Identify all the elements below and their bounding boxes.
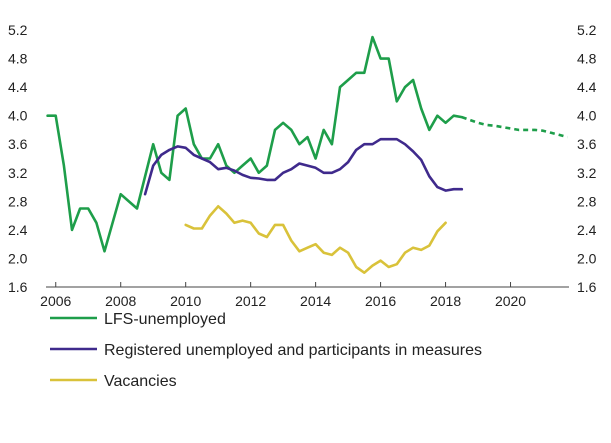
x-tick-label: 2018: [430, 293, 461, 309]
series-line-0: [46, 35, 464, 253]
y-tick-label-left: 2.0: [8, 250, 28, 266]
y-tick-label-left: 3.2: [8, 165, 28, 181]
y-tick-label-right: 4.4: [577, 79, 597, 95]
x-axis-ticks: 2006 2008 2010 2012 2014 2016 2018 2020: [40, 282, 526, 309]
series-layer: [46, 35, 568, 275]
plot-area: 1.6 2.0 2.4 2.8 3.2 3.6 4.0 4.4 4.8 5.2 1.6 2.0 2.4…: [8, 22, 597, 309]
series-line-3: [184, 205, 447, 275]
series-line-1: [461, 115, 568, 139]
y-tick-label-right: 1.6: [577, 279, 597, 295]
y-tick-label-left: 4.8: [8, 51, 28, 67]
y-tick-label-right: 2.0: [577, 250, 597, 266]
x-tick-label: 2010: [170, 293, 201, 309]
x-tick-label: 2008: [105, 293, 136, 309]
legend-label: Vacancies: [104, 373, 177, 390]
y-tick-label-right: 4.8: [577, 51, 597, 67]
y-tick-label-left: 4.0: [8, 108, 28, 124]
y-axis-right-ticks: 1.6 2.0 2.4 2.8 3.2 3.6 4.0 4.4 4.8 5.2: [577, 22, 597, 295]
x-tick-label: 2020: [495, 293, 526, 309]
y-tick-label-left: 4.4: [8, 79, 28, 95]
y-tick-label-right: 2.4: [577, 222, 597, 238]
x-tick-label: 2006: [40, 293, 71, 309]
x-tick-label: 2014: [300, 293, 331, 309]
legend-label: Registered unemployed and participants i…: [104, 342, 482, 359]
y-tick-label-right: 5.2: [577, 22, 597, 38]
y-tick-label-right: 3.6: [577, 136, 597, 152]
legend: LFS-unemployed Registered unemployed and …: [50, 311, 482, 390]
series-line-2: [143, 137, 464, 196]
y-tick-label-left: 3.6: [8, 136, 28, 152]
y-axis-left-ticks: 1.6 2.0 2.4 2.8 3.2 3.6 4.0 4.4 4.8 5.2: [8, 22, 28, 295]
y-tick-label-right: 3.2: [577, 165, 597, 181]
x-tick-label: 2012: [235, 293, 266, 309]
x-tick-label: 2016: [365, 293, 396, 309]
y-tick-label-left: 2.4: [8, 222, 28, 238]
y-tick-label-left: 1.6: [8, 279, 28, 295]
y-tick-label-right: 2.8: [577, 193, 597, 209]
y-tick-label-right: 4.0: [577, 108, 597, 124]
y-tick-label-left: 2.8: [8, 193, 28, 209]
legend-label: LFS-unemployed: [104, 311, 226, 328]
y-tick-label-left: 5.2: [8, 22, 28, 38]
